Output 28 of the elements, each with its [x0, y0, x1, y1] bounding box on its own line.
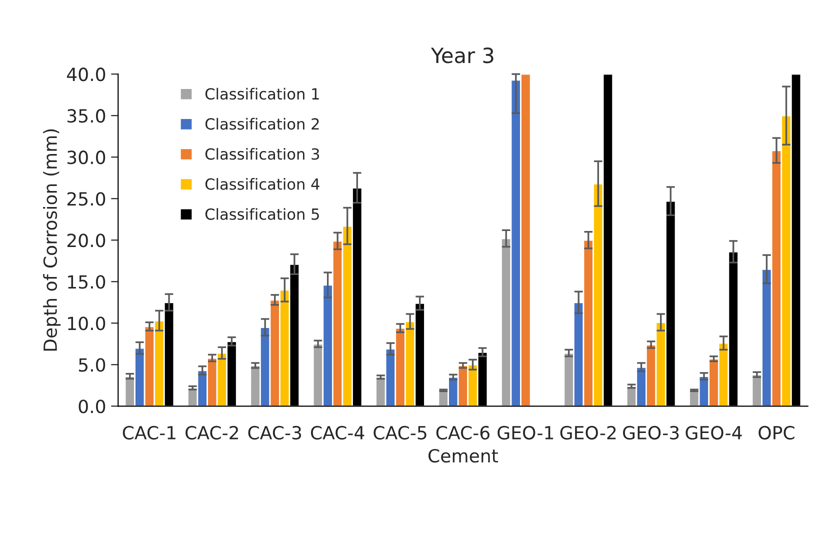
- x-tick-label: CAC-2: [186, 426, 238, 440]
- x-tick-label: GEO-4: [686, 426, 742, 440]
- y-tick-label: 10.0: [68, 316, 106, 330]
- y-tick-label: 40.0: [66, 68, 106, 82]
- x-tick-label: CAC-4: [310, 426, 364, 440]
- x-tick-label: GEO-1: [498, 426, 554, 440]
- x-tick-label: CAC-3: [248, 426, 302, 440]
- legend-label: Classification 2: [205, 118, 319, 130]
- y-tick-label: 25.0: [67, 192, 106, 206]
- legend-label: Classification 1: [205, 88, 319, 100]
- y-axis-title: Depth of Corrosion (mm): [43, 129, 61, 351]
- y-tick-label: 30.0: [67, 150, 106, 164]
- x-tick-label: CAC-1: [122, 426, 176, 440]
- y-tick-label: 15.0: [68, 275, 106, 289]
- legend-label: Classification 3: [205, 148, 320, 160]
- x-tick-label: GEO-2: [560, 426, 616, 440]
- y-tick-label: 35.0: [67, 109, 106, 123]
- y-tick-label: 5.0: [78, 358, 106, 372]
- chart-title: Year 3: [430, 48, 494, 64]
- y-tick-label: 20.0: [67, 234, 106, 248]
- x-tick-label: GEO-3: [623, 426, 679, 440]
- x-axis-title: Cement: [428, 448, 498, 463]
- legend-label: Classification 4: [205, 178, 320, 190]
- legend-label: Classification 5: [205, 208, 319, 220]
- x-tick-label: CAC-6: [436, 426, 490, 440]
- x-tick-label: CAC-5: [374, 426, 426, 440]
- y-tick-label: 0.0: [78, 400, 106, 414]
- x-tick-label: OPC: [758, 426, 794, 440]
